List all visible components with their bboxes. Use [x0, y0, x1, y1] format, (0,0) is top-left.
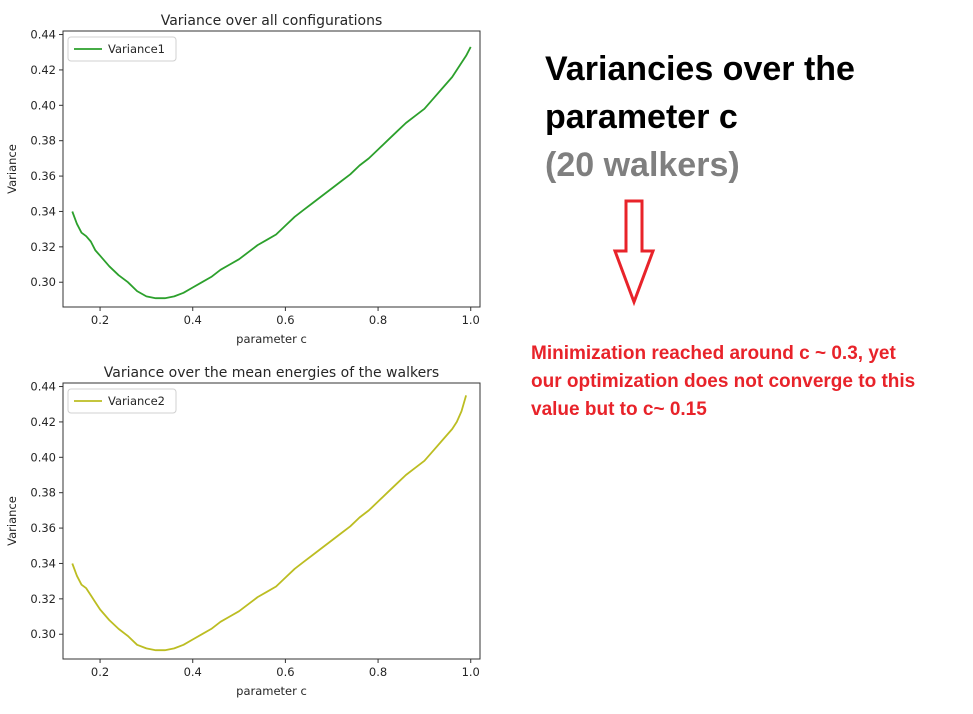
- series-line-variance2: [71, 395, 467, 652]
- y-tick-label: 0.32: [30, 592, 56, 606]
- y-tick-label: 0.44: [30, 380, 56, 394]
- y-tick-label: 0.34: [30, 204, 56, 218]
- x-tick-label: 0.4: [184, 313, 202, 327]
- y-tick-label: 0.34: [30, 556, 56, 570]
- x-tick-label: 0.8: [369, 313, 387, 327]
- y-tick-label: 0.40: [30, 450, 56, 464]
- note-line-3: value but to c~ 0.15: [531, 399, 707, 420]
- legend: Variance2: [67, 388, 177, 414]
- x-tick-label: 0.8: [369, 665, 387, 679]
- y-tick-label: 0.42: [30, 415, 56, 429]
- x-tick-label: 0.6: [276, 313, 294, 327]
- chart-title: Variance over the mean energies of the w…: [104, 365, 439, 381]
- x-tick-label: 1.0: [462, 665, 480, 679]
- x-tick-label: 0.4: [184, 665, 202, 679]
- y-tick-label: 0.38: [30, 486, 56, 500]
- y-axis-label: Variance: [5, 144, 19, 194]
- y-tick-label: 0.36: [30, 521, 56, 535]
- heading-line-3: (20 walkers): [545, 146, 740, 184]
- y-tick-label: 0.38: [30, 134, 56, 148]
- plot-frame: [62, 382, 481, 660]
- legend-label: Variance2: [108, 394, 165, 408]
- slide-heading: Variancies over the parameter c (20 walk…: [545, 45, 855, 189]
- y-tick-label: 0.32: [30, 240, 56, 254]
- x-tick-label: 0.2: [91, 665, 109, 679]
- y-axis-label: Variance: [5, 496, 19, 546]
- y-tick-label: 0.30: [30, 627, 56, 641]
- y-tick-label: 0.30: [30, 275, 56, 289]
- series-line-variance1: [71, 46, 472, 300]
- legend-box: [67, 388, 177, 414]
- legend: Variance1: [67, 36, 177, 62]
- x-tick-label: 0.2: [91, 313, 109, 327]
- annotation-note: Minimization reached around c ~ 0.3, yet…: [531, 340, 915, 424]
- y-tick-label: 0.44: [30, 28, 56, 42]
- note-line-2: our optimization does not converge to th…: [531, 371, 916, 392]
- legend-label: Variance1: [108, 42, 165, 56]
- heading-line-2: parameter c: [545, 98, 738, 136]
- chart-top: Variance over all configurations 0.2 0.4 0.…: [5, 13, 481, 346]
- y-tick-label: 0.36: [30, 169, 56, 183]
- x-axis-label: parameter c: [236, 684, 307, 698]
- y-tick-label: 0.42: [30, 63, 56, 77]
- legend-box: [67, 36, 177, 62]
- x-axis-label: parameter c: [236, 332, 307, 346]
- chart-title: Variance over all configurations: [161, 13, 383, 29]
- x-tick-label: 1.0: [462, 313, 480, 327]
- y-tick-label: 0.40: [30, 98, 56, 112]
- x-tick-label: 0.6: [276, 665, 294, 679]
- plot-frame: [62, 30, 481, 308]
- heading-line-1: Variancies over the: [545, 50, 855, 88]
- chart-bottom: Variance over the mean energies of the w…: [5, 365, 481, 698]
- note-line-1: Minimization reached around c ~ 0.3, yet: [531, 343, 896, 364]
